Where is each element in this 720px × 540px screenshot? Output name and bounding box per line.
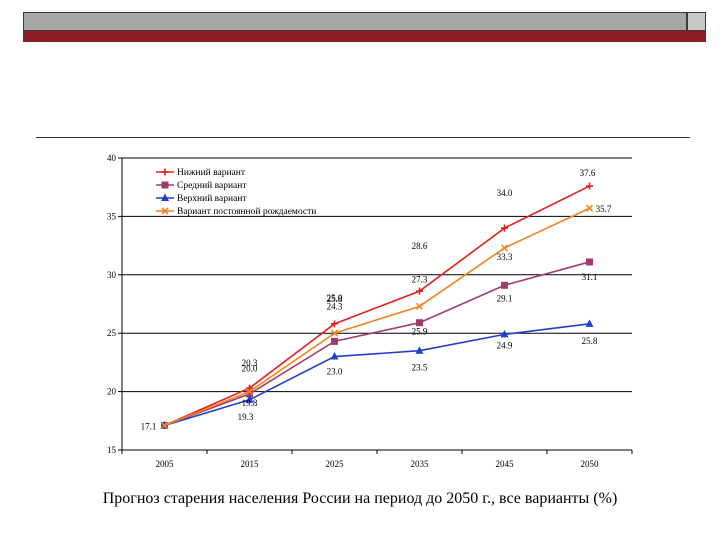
series-line bbox=[164, 261, 590, 427]
x-tick-label: 2050 bbox=[581, 459, 600, 469]
series-point bbox=[245, 395, 254, 403]
x-tick-label: 2045 bbox=[496, 459, 515, 469]
x-tick-label: 2015 bbox=[241, 459, 260, 469]
series-point bbox=[500, 244, 509, 252]
series-point bbox=[330, 329, 339, 337]
data-label: 24.3 bbox=[327, 301, 343, 311]
slide-header-red-bar bbox=[23, 31, 687, 42]
x-tick-label: 2035 bbox=[411, 459, 430, 469]
series-point bbox=[161, 207, 169, 215]
data-label: 28.6 bbox=[412, 241, 428, 251]
series-point bbox=[415, 346, 424, 354]
series-point bbox=[246, 384, 253, 392]
legend-label: Нижний вариант bbox=[177, 167, 246, 178]
series-point bbox=[501, 281, 508, 289]
series-lines bbox=[160, 182, 594, 430]
grid-lines bbox=[122, 157, 632, 451]
series-point bbox=[585, 319, 594, 327]
y-tick-label: 30 bbox=[107, 270, 117, 280]
series-line bbox=[164, 185, 590, 427]
data-label: 29.1 bbox=[497, 293, 513, 303]
data-label: 25.8 bbox=[582, 336, 598, 346]
y-tick-label: 25 bbox=[107, 328, 117, 338]
legend-label: Верхний вариант bbox=[177, 193, 247, 204]
slide-header-gray-bar bbox=[23, 12, 687, 31]
series-point bbox=[500, 329, 509, 338]
y-tick-label: 15 bbox=[107, 445, 117, 455]
data-label: 35.7 bbox=[596, 204, 612, 214]
slide-header-red-square bbox=[687, 31, 706, 42]
series-point bbox=[586, 258, 593, 266]
series-point bbox=[586, 182, 593, 190]
series-point bbox=[416, 319, 423, 327]
series-point bbox=[416, 287, 423, 295]
data-label: 33.3 bbox=[497, 252, 513, 262]
data-label: 27.3 bbox=[412, 274, 428, 284]
series-point bbox=[161, 193, 169, 201]
data-labels: 17.1 20.3 25.8 28.6 34.0 37.6 19.8 24.3 25.9 29.1… bbox=[141, 168, 612, 431]
data-label: 25.0 bbox=[327, 293, 343, 303]
data-label: 23.5 bbox=[412, 363, 428, 373]
x-tick-label: 2025 bbox=[326, 459, 345, 469]
series-point bbox=[245, 388, 254, 396]
series-point bbox=[161, 181, 169, 189]
data-label: 20.0 bbox=[242, 364, 258, 374]
data-label: 23.0 bbox=[327, 367, 343, 377]
data-label: 25.9 bbox=[412, 327, 428, 337]
series-point bbox=[501, 224, 508, 232]
series-point bbox=[330, 352, 339, 360]
data-label: 24.9 bbox=[497, 340, 513, 350]
legend: Нижний вариант Средний вариант Верхний вар… bbox=[156, 167, 316, 217]
data-label: 19.3 bbox=[238, 412, 254, 422]
legend-label: Вариант постоянной рождаемости bbox=[177, 206, 316, 217]
series-point bbox=[161, 168, 169, 176]
data-label: 37.6 bbox=[580, 168, 596, 178]
data-label: 20.3 bbox=[242, 358, 258, 368]
data-label: 19.8 bbox=[242, 398, 258, 408]
x-tick-label: 2005 bbox=[156, 459, 175, 469]
series-point bbox=[331, 337, 338, 345]
legend-label: Средний вариант bbox=[177, 180, 247, 191]
y-tick-label: 40 bbox=[107, 153, 117, 163]
data-label: 17.1 bbox=[141, 421, 157, 431]
series-line bbox=[164, 323, 590, 427]
series-point bbox=[585, 204, 594, 212]
data-label: 25.8 bbox=[327, 294, 343, 304]
y-tick-label: 35 bbox=[107, 211, 117, 221]
series-point bbox=[331, 320, 338, 328]
series-line bbox=[164, 207, 590, 427]
data-label: 31.1 bbox=[582, 272, 598, 282]
series-point bbox=[246, 390, 253, 398]
series-point bbox=[415, 302, 424, 310]
series-point bbox=[160, 421, 169, 430]
chart-caption: Прогноз старения населения России на пер… bbox=[102, 490, 618, 507]
slide-header-gray-square bbox=[687, 12, 706, 31]
slide-divider-line bbox=[36, 137, 690, 138]
data-label: 34.0 bbox=[497, 188, 513, 198]
y-tick-label: 20 bbox=[107, 387, 117, 397]
